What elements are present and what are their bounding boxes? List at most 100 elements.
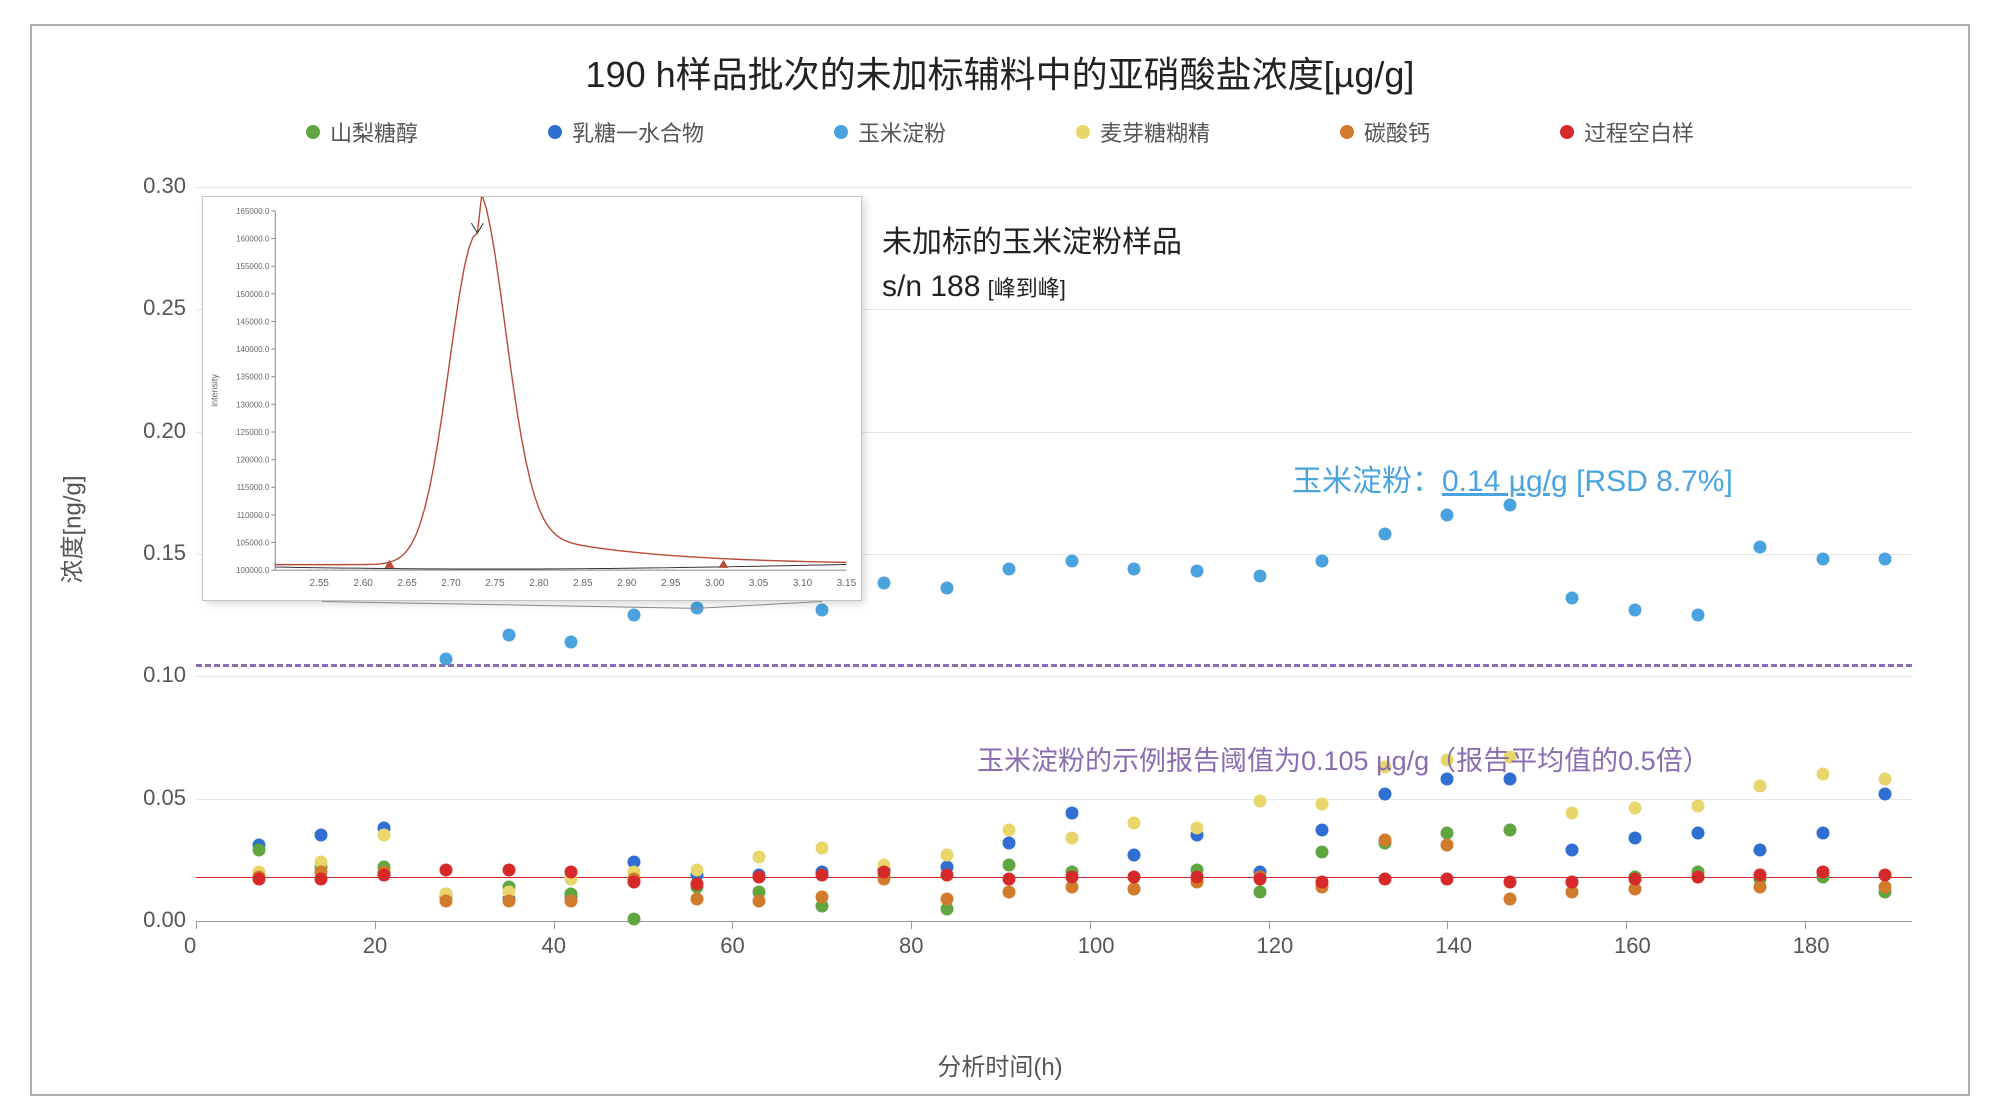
point-lactose — [1691, 826, 1704, 839]
legend-item: 山梨糖醇 — [306, 116, 418, 148]
point-lactose — [1128, 848, 1141, 861]
point-blank — [252, 873, 265, 886]
point-sorbitol — [1441, 826, 1454, 839]
point-corn_starch — [440, 653, 453, 666]
point-corn_starch — [1503, 499, 1516, 512]
svg-text:125000.0: 125000.0 — [236, 428, 270, 437]
x-tick-label: 180 — [1793, 933, 1830, 959]
svg-text:135000.0: 135000.0 — [236, 373, 270, 382]
gridline — [196, 676, 1912, 677]
point-corn_starch — [1378, 528, 1391, 541]
point-blank — [753, 870, 766, 883]
legend-dot — [1340, 125, 1354, 139]
y-tick-label: 0.10 — [143, 662, 186, 688]
point-blank — [1003, 873, 1016, 886]
point-blank — [690, 878, 703, 891]
point-sorbitol — [1316, 846, 1329, 859]
point-maltodextrin — [1628, 802, 1641, 815]
svg-text:120000.0: 120000.0 — [236, 456, 270, 465]
point-blank — [440, 863, 453, 876]
point-blank — [1128, 870, 1141, 883]
point-lactose — [1816, 826, 1829, 839]
legend: 山梨糖醇乳糖一水合物玉米淀粉麦芽糖糊精碳酸钙过程空白样 — [32, 116, 1968, 148]
point-blank — [878, 866, 891, 879]
legend-item: 乳糖一水合物 — [548, 116, 704, 148]
sample-label: 未加标的玉米淀粉样品 — [882, 221, 1182, 265]
sn-row: s/n 188 [峰到峰] — [882, 265, 1182, 309]
threshold-annotation: 玉米淀粉的示例报告阈值为0.105 µg/g（报告平均值的0.5倍） — [977, 739, 1710, 778]
point-caco3 — [815, 890, 828, 903]
point-maltodextrin — [1879, 773, 1892, 786]
point-maltodextrin — [1316, 797, 1329, 810]
point-blank — [315, 873, 328, 886]
corn-summary-value: 0.14 µg/g — [1442, 465, 1568, 498]
point-blank — [1628, 873, 1641, 886]
point-caco3 — [1879, 880, 1892, 893]
point-lactose — [1628, 831, 1641, 844]
y-tick-label: 0.15 — [143, 540, 186, 566]
x-tick — [375, 921, 376, 929]
x-tick — [1090, 921, 1091, 929]
point-caco3 — [753, 895, 766, 908]
svg-text:2.95: 2.95 — [661, 578, 681, 589]
threshold-line — [196, 664, 1912, 667]
point-caco3 — [502, 895, 515, 908]
point-maltodextrin — [1128, 817, 1141, 830]
point-corn_starch — [627, 609, 640, 622]
point-lactose — [1316, 824, 1329, 837]
point-lactose — [1378, 787, 1391, 800]
point-caco3 — [1441, 839, 1454, 852]
x-tick — [196, 921, 197, 929]
corn-summary-prefix: 玉米淀粉： — [1292, 465, 1442, 498]
point-sorbitol — [252, 844, 265, 857]
legend-dot — [834, 125, 848, 139]
x-tick — [1269, 921, 1270, 929]
x-tick-label: 20 — [363, 933, 387, 959]
y-tick-label: 0.05 — [143, 785, 186, 811]
svg-text:3.00: 3.00 — [705, 578, 725, 589]
svg-text:2.80: 2.80 — [529, 578, 549, 589]
svg-text:3.05: 3.05 — [749, 578, 769, 589]
y-tick-label: 0.20 — [143, 418, 186, 444]
point-corn_starch — [1316, 555, 1329, 568]
svg-text:2.70: 2.70 — [441, 578, 461, 589]
legend-dot — [1560, 125, 1574, 139]
svg-text:2.85: 2.85 — [573, 578, 593, 589]
point-corn_starch — [1628, 604, 1641, 617]
point-blank — [1879, 868, 1892, 881]
legend-label: 碳酸钙 — [1364, 116, 1430, 148]
point-caco3 — [1754, 880, 1767, 893]
point-lactose — [1754, 844, 1767, 857]
point-corn_starch — [1566, 592, 1579, 605]
point-sorbitol — [627, 912, 640, 925]
blank-regression-line — [196, 877, 1912, 878]
legend-label: 麦芽糖糊精 — [1100, 116, 1210, 148]
x-tick — [732, 921, 733, 929]
legend-item: 麦芽糖糊精 — [1076, 116, 1210, 148]
svg-text:165000.0: 165000.0 — [236, 207, 270, 216]
gridline — [196, 187, 1912, 188]
point-sorbitol — [1253, 885, 1266, 898]
sample-annotation: 未加标的玉米淀粉样品 s/n 188 [峰到峰] — [882, 221, 1182, 308]
point-maltodextrin — [940, 848, 953, 861]
chart-title: 190 h样品批次的未加标辅料中的亚硝酸盐浓度[µg/g] — [32, 46, 1968, 98]
point-lactose — [1003, 836, 1016, 849]
legend-label: 山梨糖醇 — [330, 116, 418, 148]
legend-item: 碳酸钙 — [1340, 116, 1430, 148]
point-corn_starch — [1754, 540, 1767, 553]
sn-suffix: [峰到峰] — [988, 276, 1066, 301]
svg-text:2.55: 2.55 — [310, 578, 330, 589]
svg-text:130000.0: 130000.0 — [236, 400, 270, 409]
legend-item: 玉米淀粉 — [834, 116, 946, 148]
point-blank — [1191, 870, 1204, 883]
point-caco3 — [690, 892, 703, 905]
x-axis-label: 分析时间(h) — [937, 1047, 1062, 1082]
svg-text:2.65: 2.65 — [397, 578, 417, 589]
point-maltodextrin — [1691, 800, 1704, 813]
point-blank — [1691, 870, 1704, 883]
point-caco3 — [1003, 885, 1016, 898]
point-blank — [815, 868, 828, 881]
point-blank — [1316, 875, 1329, 888]
x-tick-label: 60 — [720, 933, 744, 959]
point-lactose — [1065, 807, 1078, 820]
